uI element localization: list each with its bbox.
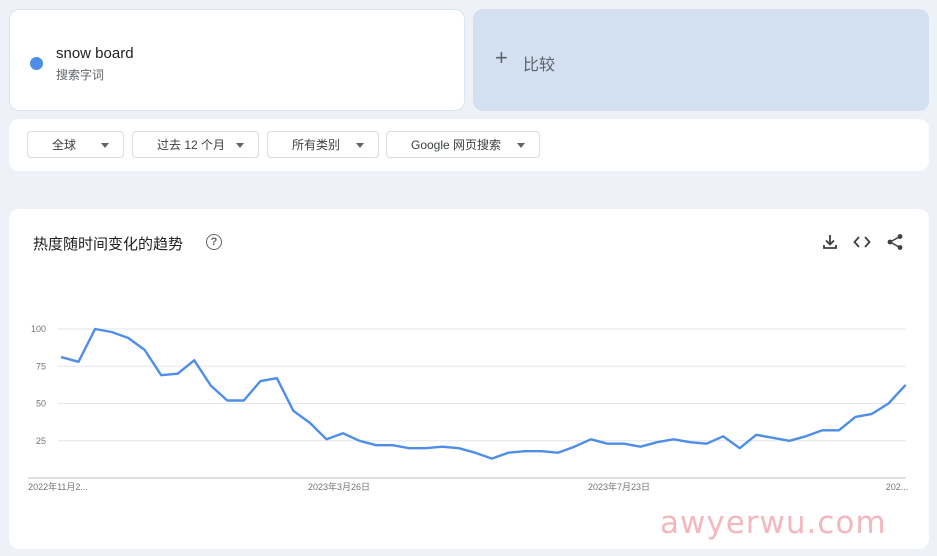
y-tick-label: 75 xyxy=(36,361,46,371)
region-filter[interactable]: 全球 xyxy=(27,131,124,158)
chart-title: 热度随时间变化的趋势 xyxy=(33,236,184,253)
share-icon[interactable] xyxy=(886,233,904,251)
caret-down-icon xyxy=(517,143,525,148)
caret-down-icon xyxy=(101,143,109,148)
series-line xyxy=(60,327,907,460)
embed-icon[interactable] xyxy=(853,233,871,251)
watermark: awyerwu.com xyxy=(660,505,887,541)
trend-chart: 25 50 75 100 2022年11月2... 2023年3月26日 2023年7月2… xyxy=(28,324,909,492)
x-tick-label: 2022年11月2... xyxy=(28,481,88,492)
x-tick-label: 202... xyxy=(886,482,909,492)
search-type-filter[interactable]: Google 网页搜索 xyxy=(386,131,540,158)
category-filter[interactable]: 所有类别 xyxy=(267,131,379,158)
time-filter-label: 过去 12 个月 xyxy=(157,138,226,152)
y-tick-label: 100 xyxy=(31,324,46,334)
search-type-filter-label: Google 网页搜索 xyxy=(411,138,502,152)
interest-over-time-card: 热度随时间变化的趋势 ? 25 50 75 100 2022年11月2... 2023年… xyxy=(9,209,929,549)
caret-down-icon xyxy=(236,143,244,148)
category-filter-label: 所有类别 xyxy=(292,138,341,152)
y-tick-label: 25 xyxy=(36,436,46,446)
compare-label: 比较 xyxy=(523,57,556,74)
search-term-type: 搜索字词 xyxy=(56,68,105,82)
help-icon[interactable]: ? xyxy=(206,234,222,250)
search-term-name[interactable]: snow board xyxy=(56,45,134,62)
plus-icon: + xyxy=(495,45,508,70)
search-term-card[interactable]: snow board 搜索字词 xyxy=(9,9,465,111)
filter-bar: 全球 过去 12 个月 所有类别 Google 网页搜索 xyxy=(9,119,929,171)
x-tick-label: 2023年7月23日 xyxy=(588,481,650,492)
x-tick-label: 2023年3月26日 xyxy=(308,481,370,492)
compare-button[interactable]: + 比较 xyxy=(473,9,929,111)
region-filter-label: 全球 xyxy=(52,138,77,152)
download-icon[interactable] xyxy=(821,233,839,251)
y-tick-label: 50 xyxy=(36,399,46,409)
time-filter[interactable]: 过去 12 个月 xyxy=(132,131,259,158)
caret-down-icon xyxy=(356,143,364,148)
term-color-dot xyxy=(30,57,43,70)
